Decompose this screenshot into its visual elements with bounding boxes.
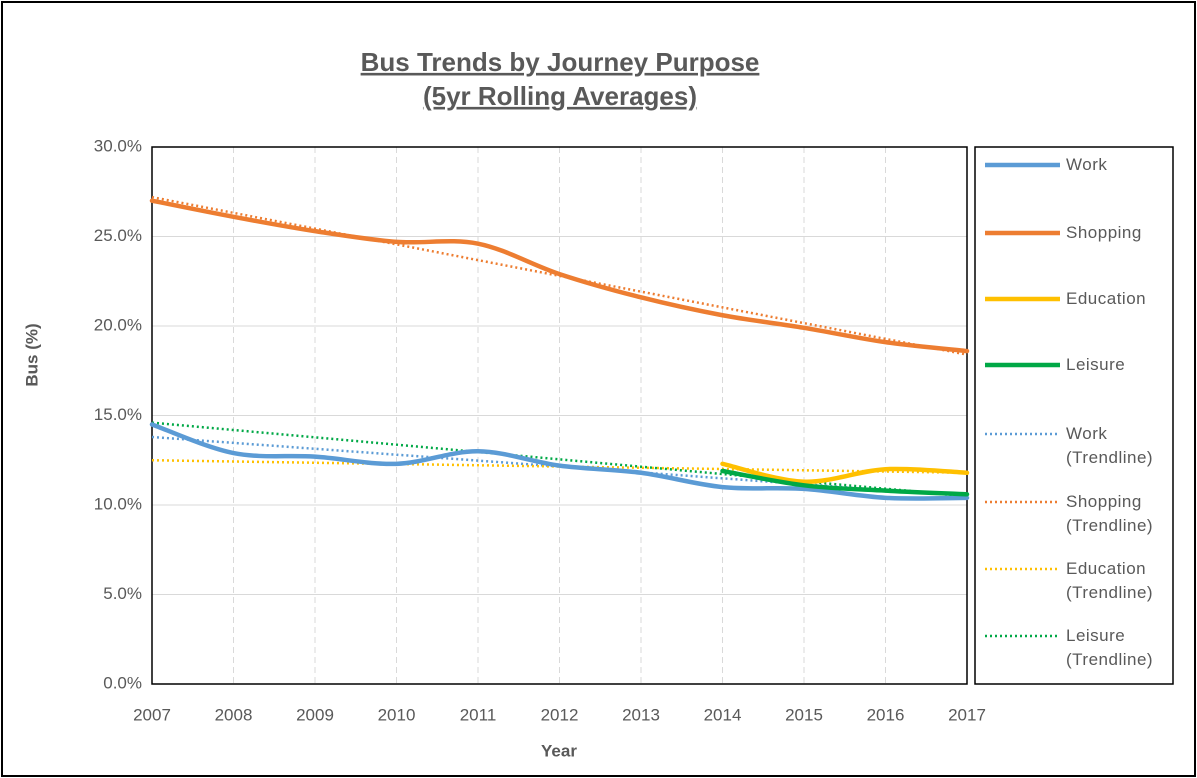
chart-title: Bus Trends by Journey Purpose — [361, 47, 760, 77]
x-tick-label: 2011 — [460, 705, 497, 724]
x-tick-label: 2012 — [541, 705, 579, 724]
y-tick-label: 20.0% — [94, 315, 142, 334]
line-series — [151, 421, 968, 498]
x-tick-label: 2010 — [378, 705, 416, 724]
legend-label: Shopping (Trendline) — [1066, 492, 1154, 535]
x-tick-label: 2007 — [133, 705, 171, 724]
x-axis-label: Year — [541, 741, 577, 760]
x-tick-label: 2017 — [948, 705, 986, 724]
y-tick-label: 25.0% — [94, 226, 142, 245]
line-series — [151, 459, 968, 475]
y-tick-label: 30.0% — [94, 136, 142, 155]
legend-label: Leisure — [1066, 355, 1126, 374]
y-axis-label: Bus (%) — [22, 323, 41, 386]
plot-frame — [151, 146, 968, 685]
y-tick-label: 15.0% — [94, 405, 142, 424]
line-series — [149, 198, 970, 354]
legend-label: Work — [1066, 155, 1108, 174]
legend-label: Education (Trendline) — [1066, 559, 1154, 602]
line-series — [149, 422, 970, 501]
x-tick-label: 2009 — [296, 705, 334, 724]
line-series — [720, 461, 970, 484]
chart-subtitle: (5yr Rolling Averages) — [423, 81, 697, 111]
x-tick-label: 2013 — [622, 705, 660, 724]
legend-label: Leisure (Trendline) — [1066, 626, 1154, 669]
legend-label: Shopping — [1066, 223, 1142, 242]
y-tick-label: 5.0% — [103, 584, 142, 603]
line-series — [720, 468, 970, 497]
y-tick-label: 0.0% — [103, 673, 142, 692]
legend-label: Education — [1066, 289, 1147, 308]
x-tick-label: 2016 — [867, 705, 905, 724]
legend-label: Work (Trendline) — [1066, 424, 1154, 467]
x-tick-label: 2014 — [704, 705, 742, 724]
legend-box — [974, 146, 1174, 685]
y-tick-label: 10.0% — [94, 494, 142, 513]
x-tick-label: 2015 — [785, 705, 823, 724]
x-tick-label: 2008 — [215, 705, 253, 724]
